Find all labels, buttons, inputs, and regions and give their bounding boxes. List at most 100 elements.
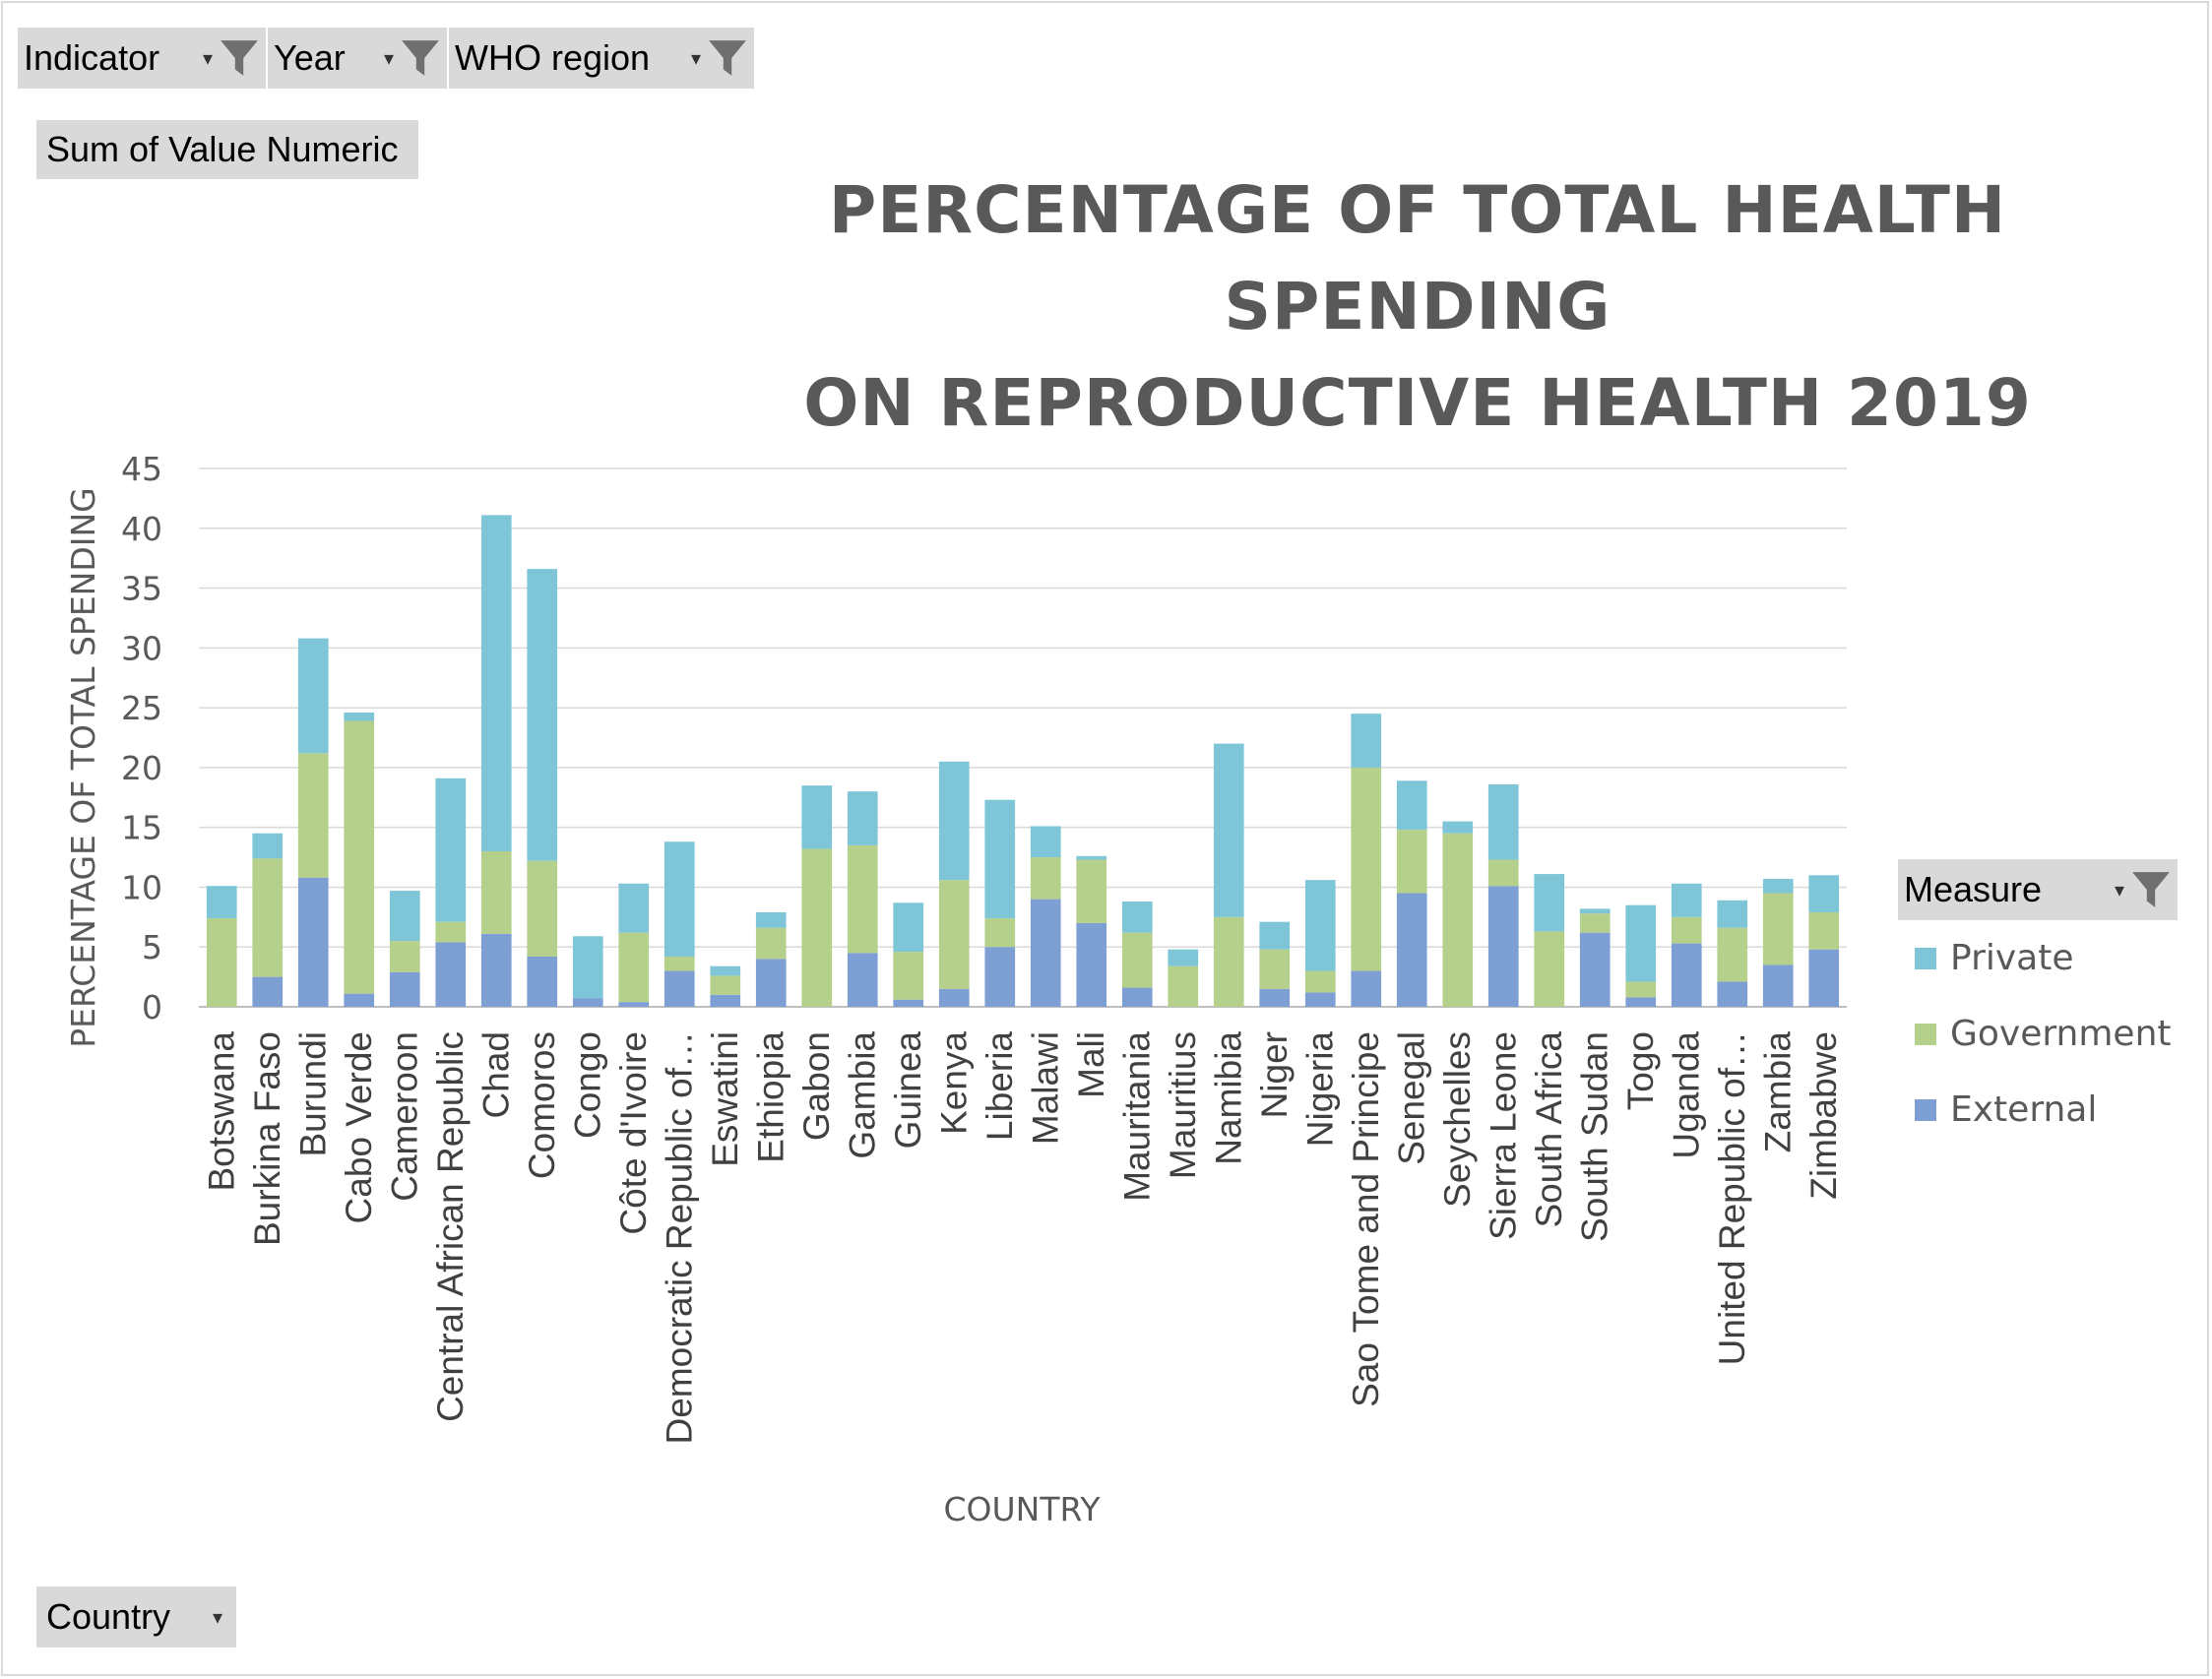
bar-segment-external[interactable] bbox=[1579, 932, 1611, 1007]
who-region-filter-button[interactable]: WHO region ▾ bbox=[449, 28, 754, 89]
bar-segment-private[interactable] bbox=[1579, 908, 1611, 914]
bar-segment-external[interactable] bbox=[755, 959, 787, 1007]
bar-segment-external[interactable] bbox=[480, 933, 512, 1007]
bar-segment-external[interactable] bbox=[1076, 922, 1107, 1007]
bar-segment-private[interactable] bbox=[1396, 780, 1427, 831]
bar-segment-external[interactable] bbox=[527, 956, 558, 1007]
bar-segment-government[interactable] bbox=[1762, 893, 1794, 965]
bar-segment-private[interactable] bbox=[664, 841, 695, 957]
bar-segment-government[interactable] bbox=[480, 850, 512, 934]
bar-segment-government[interactable] bbox=[710, 975, 741, 995]
bar-segment-private[interactable] bbox=[206, 886, 237, 919]
bar-segment-external[interactable] bbox=[252, 976, 284, 1007]
bar-segment-external[interactable] bbox=[1121, 987, 1153, 1007]
bar-segment-government[interactable] bbox=[206, 918, 237, 1007]
bar-segment-private[interactable] bbox=[847, 791, 878, 845]
bar-segment-private[interactable] bbox=[710, 965, 741, 976]
bar-segment-private[interactable] bbox=[480, 515, 512, 851]
bar-segment-private[interactable] bbox=[1304, 880, 1336, 971]
bar-segment-government[interactable] bbox=[938, 880, 970, 989]
bar-segment-government[interactable] bbox=[984, 918, 1016, 948]
indicator-filter-button[interactable]: Indicator ▾ bbox=[18, 28, 268, 89]
measure-filter-button[interactable]: Measure ▾ bbox=[1898, 859, 2178, 920]
bar-segment-private[interactable] bbox=[938, 761, 970, 881]
bar-segment-private[interactable] bbox=[893, 902, 924, 953]
bar-segment-external[interactable] bbox=[1351, 970, 1382, 1007]
bar-segment-government[interactable] bbox=[847, 844, 878, 954]
bar-segment-private[interactable] bbox=[618, 883, 650, 933]
bar-segment-government[interactable] bbox=[1168, 965, 1199, 1007]
bar-segment-government[interactable] bbox=[755, 927, 787, 960]
bar-segment-government[interactable] bbox=[252, 858, 284, 977]
bar-segment-private[interactable] bbox=[1625, 904, 1657, 982]
bar-segment-government[interactable] bbox=[527, 860, 558, 957]
bar-segment-external[interactable] bbox=[938, 988, 970, 1007]
bar-segment-external[interactable] bbox=[710, 994, 741, 1007]
bar-segment-private[interactable] bbox=[755, 911, 787, 928]
bar-segment-government[interactable] bbox=[1259, 949, 1291, 989]
bar-segment-external[interactable] bbox=[1671, 943, 1702, 1007]
bar-segment-government[interactable] bbox=[389, 941, 420, 972]
bar-segment-government[interactable] bbox=[1076, 859, 1107, 923]
bar-segment-private[interactable] bbox=[1671, 883, 1702, 917]
bar-segment-private[interactable] bbox=[344, 712, 375, 721]
bar-segment-government[interactable] bbox=[1030, 857, 1061, 900]
bar-segment-private[interactable] bbox=[1808, 875, 1840, 912]
bar-segment-private[interactable] bbox=[1762, 878, 1794, 894]
bar-segment-private[interactable] bbox=[1213, 743, 1244, 917]
bar-segment-private[interactable] bbox=[801, 785, 833, 849]
values-field-button[interactable]: Sum of Value Numeric bbox=[36, 120, 418, 179]
bar-segment-external[interactable] bbox=[344, 993, 375, 1007]
bar-segment-external[interactable] bbox=[847, 953, 878, 1007]
bar-segment-government[interactable] bbox=[1579, 913, 1611, 933]
bar-segment-private[interactable] bbox=[1030, 826, 1061, 858]
bar-segment-external[interactable] bbox=[1259, 988, 1291, 1007]
bar-segment-external[interactable] bbox=[893, 999, 924, 1007]
bar-segment-external[interactable] bbox=[984, 947, 1016, 1007]
bar-segment-private[interactable] bbox=[389, 891, 420, 942]
bar-segment-government[interactable] bbox=[1717, 927, 1748, 982]
bar-segment-external[interactable] bbox=[1625, 997, 1657, 1007]
bar-segment-private[interactable] bbox=[1168, 949, 1199, 966]
bar-segment-private[interactable] bbox=[1351, 714, 1382, 768]
bar-segment-government[interactable] bbox=[1671, 916, 1702, 944]
bar-segment-external[interactable] bbox=[618, 1002, 650, 1007]
bar-segment-private[interactable] bbox=[1717, 900, 1748, 928]
bar-segment-government[interactable] bbox=[618, 932, 650, 1003]
bar-segment-government[interactable] bbox=[297, 753, 329, 878]
bar-segment-government[interactable] bbox=[1534, 931, 1565, 1007]
year-filter-button[interactable]: Year ▾ bbox=[268, 28, 449, 89]
bar-segment-external[interactable] bbox=[1808, 949, 1840, 1007]
bar-segment-external[interactable] bbox=[572, 998, 603, 1007]
bar-segment-private[interactable] bbox=[1534, 874, 1565, 932]
bar-segment-external[interactable] bbox=[1487, 886, 1519, 1007]
bar-segment-private[interactable] bbox=[1076, 855, 1107, 860]
bar-segment-private[interactable] bbox=[252, 833, 284, 859]
bar-segment-government[interactable] bbox=[1396, 830, 1427, 894]
bar-segment-external[interactable] bbox=[1762, 964, 1794, 1007]
bar-segment-external[interactable] bbox=[664, 970, 695, 1007]
bar-segment-external[interactable] bbox=[389, 971, 420, 1007]
bar-segment-private[interactable] bbox=[1259, 921, 1291, 950]
bar-segment-private[interactable] bbox=[572, 936, 603, 999]
bar-segment-government[interactable] bbox=[1487, 859, 1519, 887]
bar-segment-private[interactable] bbox=[984, 799, 1016, 919]
bar-segment-government[interactable] bbox=[801, 848, 833, 1007]
country-field-button[interactable]: Country ▾ bbox=[36, 1586, 236, 1648]
bar-segment-government[interactable] bbox=[1808, 911, 1840, 950]
bar-segment-external[interactable] bbox=[435, 942, 467, 1007]
bar-segment-external[interactable] bbox=[1717, 981, 1748, 1007]
bar-segment-government[interactable] bbox=[344, 720, 375, 994]
bar-segment-government[interactable] bbox=[1121, 932, 1153, 988]
bar-segment-government[interactable] bbox=[1304, 970, 1336, 993]
bar-segment-private[interactable] bbox=[1121, 902, 1153, 933]
bar-segment-external[interactable] bbox=[297, 877, 329, 1007]
bar-segment-private[interactable] bbox=[1442, 821, 1474, 834]
bar-segment-government[interactable] bbox=[1442, 833, 1474, 1007]
bar-segment-private[interactable] bbox=[297, 638, 329, 754]
bar-segment-government[interactable] bbox=[1213, 916, 1244, 1007]
bar-segment-government[interactable] bbox=[1625, 981, 1657, 998]
bar-segment-external[interactable] bbox=[1396, 893, 1427, 1007]
bar-segment-government[interactable] bbox=[893, 952, 924, 1000]
bar-segment-external[interactable] bbox=[1030, 899, 1061, 1007]
